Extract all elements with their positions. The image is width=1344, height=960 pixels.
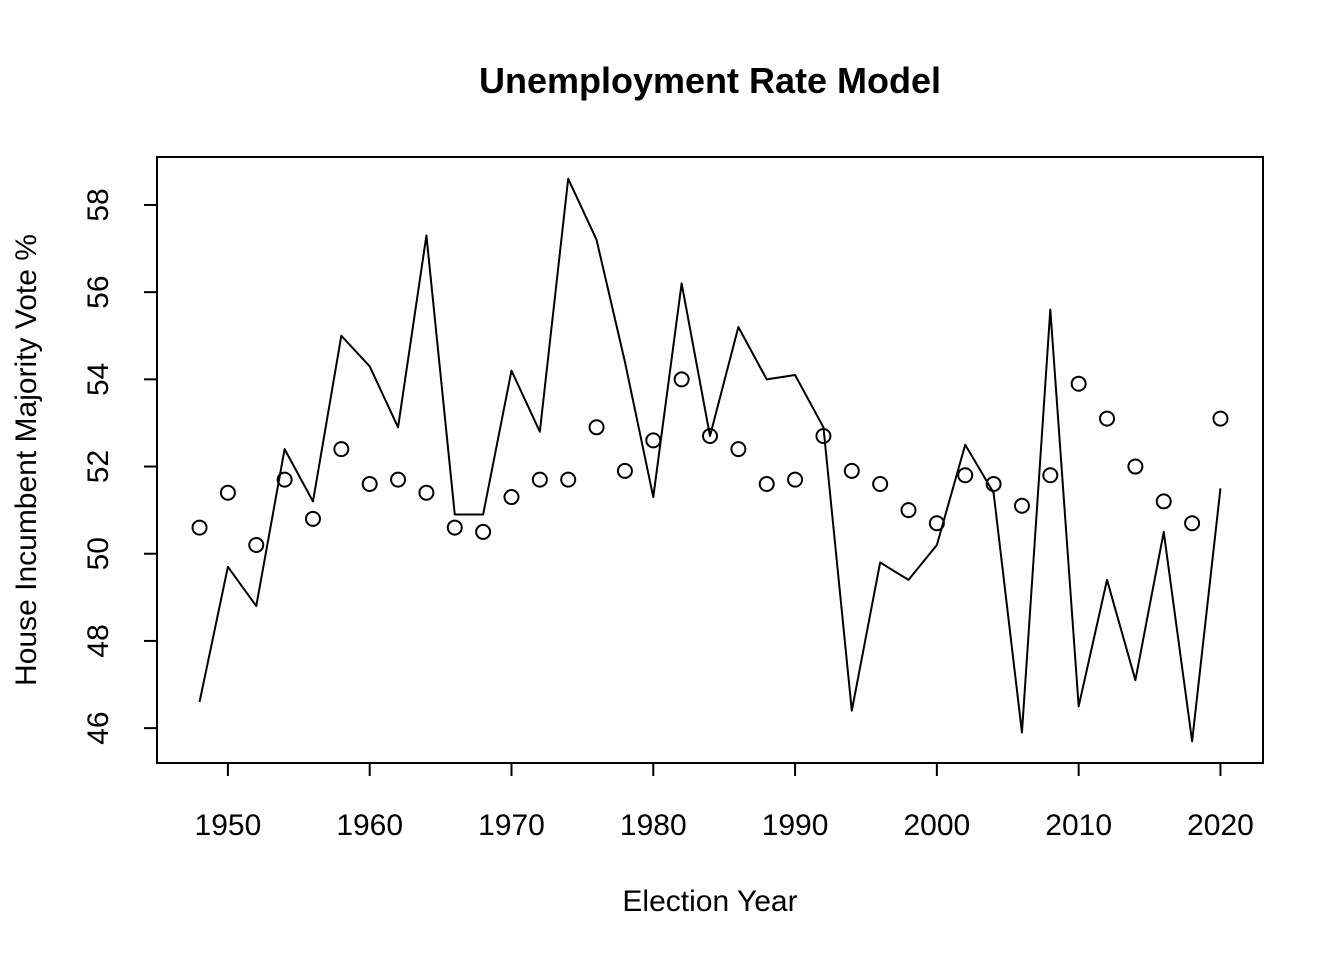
data-point — [248, 537, 265, 554]
data-point — [446, 519, 463, 536]
y-tick-label: 52 — [82, 450, 115, 483]
data-point — [1127, 458, 1144, 475]
data-point — [900, 502, 917, 519]
data-point — [1070, 375, 1087, 392]
data-point — [702, 428, 718, 445]
plot-frame — [156, 156, 1264, 764]
y-tick-label: 54 — [82, 363, 115, 396]
data-point — [560, 471, 577, 488]
data-point — [333, 441, 350, 458]
data-point — [758, 475, 775, 492]
y-tick-label: 48 — [82, 624, 115, 657]
y-tick-label: 50 — [82, 537, 115, 570]
x-tick-label: 2000 — [903, 809, 970, 842]
x-tick-label: 1990 — [762, 809, 829, 842]
data-point — [475, 523, 492, 540]
data-point — [645, 432, 662, 449]
x-tick-label: 1960 — [336, 809, 403, 842]
data-point — [588, 419, 605, 436]
y-tick-label: 56 — [82, 275, 115, 308]
data-point — [730, 441, 747, 458]
series-line — [198, 177, 1222, 743]
series-points-group — [191, 371, 1229, 554]
x-tick-label: 1950 — [195, 809, 262, 842]
data-point — [843, 462, 860, 479]
data-point — [957, 467, 974, 484]
data-point — [1013, 497, 1030, 514]
y-tick-label: 46 — [82, 711, 115, 744]
data-point — [872, 475, 889, 492]
x-axis-label: Election Year — [622, 885, 797, 918]
data-point — [1184, 515, 1201, 532]
data-point — [503, 489, 520, 506]
y-tick-label: 58 — [82, 188, 115, 221]
y-axis: 46 48 50 52 54 56 58 — [82, 188, 158, 745]
data-point — [1099, 410, 1116, 427]
data-point — [219, 484, 236, 501]
data-point — [418, 484, 435, 501]
data-point — [928, 515, 945, 532]
data-point — [616, 462, 633, 479]
y-axis-label: House Incumbent Majority Vote % — [10, 234, 43, 686]
data-point — [815, 428, 832, 445]
data-point — [390, 471, 407, 488]
x-tick-label: 1980 — [620, 809, 687, 842]
x-tick-label: 2010 — [1045, 809, 1112, 842]
data-point — [191, 519, 208, 536]
x-axis: 1950 1960 1970 1980 1990 2000 2010 2020 — [195, 762, 1254, 842]
data-point — [531, 471, 548, 488]
series-line-group — [198, 177, 1222, 743]
data-point — [361, 475, 378, 492]
chart-title: Unemployment Rate Model — [479, 60, 941, 101]
data-point — [276, 471, 293, 488]
data-point — [304, 510, 321, 527]
data-point — [673, 371, 690, 388]
data-point — [1212, 410, 1229, 427]
data-point — [1155, 493, 1172, 510]
x-tick-label: 1970 — [478, 809, 545, 842]
data-point — [985, 475, 1002, 492]
x-tick-label: 2020 — [1187, 809, 1254, 842]
data-point — [1042, 467, 1059, 484]
data-point — [787, 471, 804, 488]
